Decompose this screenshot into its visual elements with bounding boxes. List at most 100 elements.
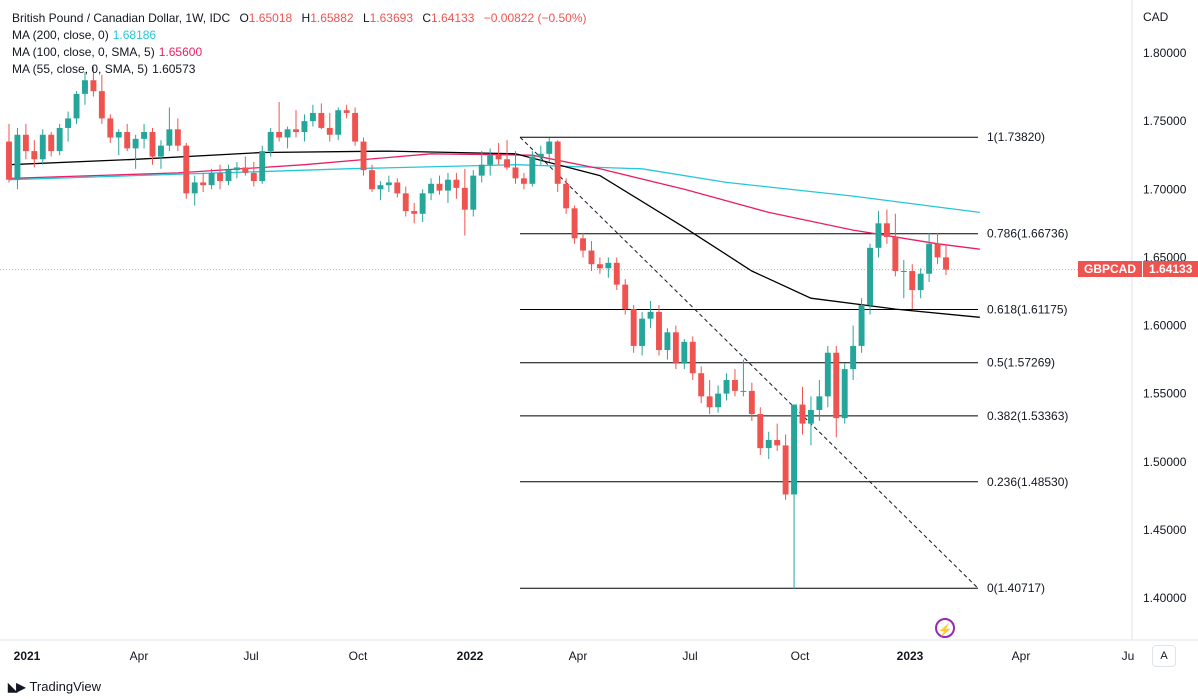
price-tick-label: 1.65000 xyxy=(1143,250,1187,264)
candle-body xyxy=(596,264,603,269)
candle-body xyxy=(250,172,257,182)
time-axis-label: Jul xyxy=(682,649,697,663)
candle-body xyxy=(892,236,899,271)
candle-body xyxy=(174,129,181,146)
candle-body xyxy=(259,151,266,182)
candle-body xyxy=(419,193,426,214)
candle-body xyxy=(917,273,924,291)
candle-body xyxy=(487,155,494,165)
time-axis-label: 2022 xyxy=(457,649,484,663)
tradingview-logo-icon: ◣▶ xyxy=(8,679,25,694)
candle-body xyxy=(267,132,274,152)
candle-body xyxy=(225,170,232,182)
candle-body xyxy=(124,132,131,149)
candle-body xyxy=(394,182,401,194)
candle-body xyxy=(6,141,12,180)
candle-body xyxy=(352,112,359,142)
candle-body xyxy=(622,284,629,310)
fib-trend-line xyxy=(519,136,979,589)
candle-body xyxy=(934,243,941,258)
candle-body xyxy=(715,393,722,408)
symbol-tag-name: GBPCAD xyxy=(1078,261,1143,277)
ohlc-close-value: 1.64133 xyxy=(431,11,475,25)
candle-body xyxy=(22,134,29,152)
symbol-tag-price: 1.64133 xyxy=(1142,261,1198,277)
candle-body xyxy=(293,129,299,133)
fib-level-label: 0.236(1.48530) xyxy=(987,475,1068,489)
candle-body xyxy=(765,439,772,449)
legend-ma55[interactable]: MA (55, close, 0, SMA, 5) 1.60573 xyxy=(12,62,196,76)
candle-body xyxy=(411,211,418,214)
candle-body xyxy=(284,129,291,138)
time-axis-label: 2021 xyxy=(14,649,41,663)
candle-body xyxy=(689,341,696,374)
candle-body xyxy=(276,132,283,138)
candle-body xyxy=(571,208,578,239)
legend-ma200[interactable]: MA (200, close, 0) 1.68186 xyxy=(12,28,157,42)
candle-body xyxy=(98,91,105,119)
symbol-title: British Pound / Canadian Dollar, 1W, IDC xyxy=(12,11,231,25)
fib-level-label: 0.786(1.66736) xyxy=(987,227,1068,241)
fib-level-label: 0.382(1.53363) xyxy=(987,409,1068,423)
candle-body xyxy=(563,183,570,209)
fib-level-label: 0(1.40717) xyxy=(987,581,1045,595)
candle-body xyxy=(326,127,333,135)
candle-body xyxy=(14,134,21,180)
currency-label: CAD xyxy=(1143,10,1169,24)
time-axis-label: 2023 xyxy=(897,649,924,663)
candle-body xyxy=(115,132,122,138)
candle-body xyxy=(807,409,814,424)
price-tick-label: 1.60000 xyxy=(1143,319,1187,333)
candle-body xyxy=(672,332,679,364)
price-tick-label: 1.70000 xyxy=(1143,182,1187,196)
candle-body xyxy=(65,118,72,128)
candle-body xyxy=(343,110,350,113)
ohlc-high: H1.65882 xyxy=(301,11,354,25)
time-axis-label: Ju xyxy=(1122,649,1135,663)
candle-body xyxy=(664,332,671,351)
auto-scale-button[interactable]: A xyxy=(1152,645,1176,667)
candle-body xyxy=(816,396,823,410)
candle-body xyxy=(461,187,468,210)
candle-body xyxy=(681,341,688,364)
candle-body xyxy=(639,318,646,346)
legend-ma100[interactable]: MA (100, close, 0, SMA, 5) 1.65600 xyxy=(12,45,203,59)
candle-body xyxy=(900,271,907,272)
candle-body xyxy=(360,141,367,171)
symbol-price-tag: GBPCAD 1.64133 xyxy=(1078,261,1198,277)
candle-body xyxy=(732,380,738,391)
candle-body xyxy=(470,175,477,210)
candle-body xyxy=(782,445,789,495)
candle-body xyxy=(233,167,240,171)
tradingview-logo[interactable]: ◣▶ TradingView xyxy=(8,679,101,694)
time-axis-label: Oct xyxy=(791,649,810,663)
ma100-line xyxy=(8,153,980,250)
candle-body xyxy=(943,257,949,270)
chart-legend: British Pound / Canadian Dollar, 1W, IDC… xyxy=(12,10,587,78)
candle-body xyxy=(402,193,409,212)
candle-body xyxy=(183,145,190,194)
candle-body xyxy=(824,352,831,397)
candle-body xyxy=(706,396,713,408)
candle-body xyxy=(191,182,198,194)
candle-body xyxy=(495,155,502,160)
candle-body xyxy=(335,110,342,135)
candle-body xyxy=(613,262,620,285)
candle-body xyxy=(630,309,637,346)
candle-body xyxy=(445,179,451,191)
fib-level-label: 0.618(1.61175) xyxy=(987,302,1068,316)
candle-body xyxy=(48,134,55,152)
price-tick-label: 1.55000 xyxy=(1143,387,1187,401)
ma55-line xyxy=(8,150,980,318)
ohlc-close: C1.64133 xyxy=(422,11,475,25)
candle-body xyxy=(512,167,519,179)
candle-body xyxy=(757,414,764,449)
time-axis-label: Apr xyxy=(569,649,588,663)
candle-body xyxy=(132,138,139,149)
lightning-icon[interactable]: ⚡ xyxy=(935,618,955,638)
ohlc-open: O1.65018 xyxy=(239,11,293,25)
candle-body xyxy=(369,170,375,190)
candle-body xyxy=(56,127,63,152)
price-tick-label: 1.40000 xyxy=(1143,591,1187,605)
